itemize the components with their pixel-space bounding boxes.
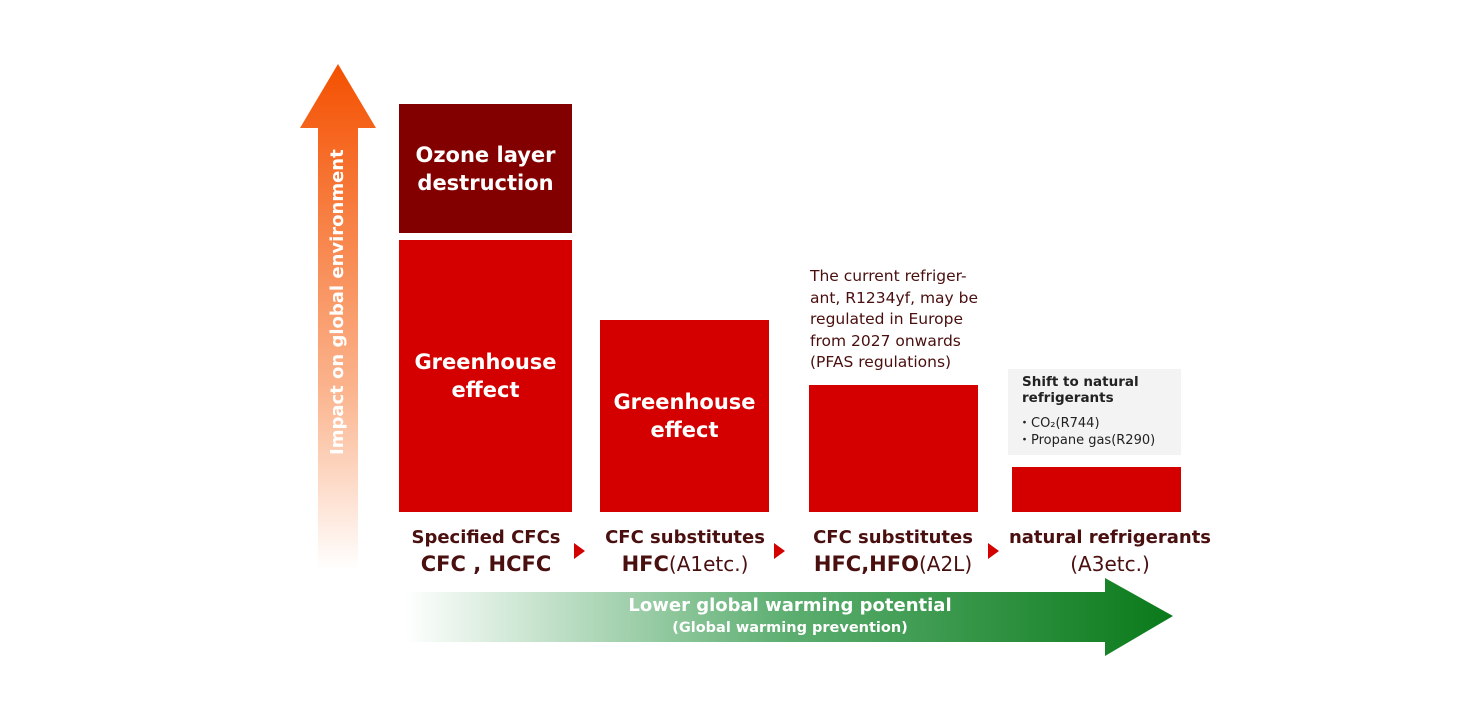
category-name-2: CFC substitutes [605, 527, 765, 548]
ozone-destruction-label: Ozone layer destruction [415, 142, 556, 195]
box-title: Shift to natural refrigerants [1022, 374, 1139, 406]
refrigerant-class-4: (A3etc.) [1070, 552, 1150, 576]
category-name-3: CFC substitutes [813, 527, 973, 548]
category-label-2: CFC substitutes HFC(A1etc.) [580, 526, 790, 578]
category-label-4: natural refrigerants (A3etc.) [995, 526, 1225, 578]
category-name-1: Specified CFCs [411, 527, 561, 548]
x-axis-arrow [405, 578, 1173, 656]
category-label-1: Specified CFCs CFC , HCFC [375, 526, 597, 578]
refrigerant-codes-2: HFC [621, 552, 669, 576]
natural-refrigerants-box: Shift to natural refrigerants ・CO₂(R744)… [1008, 369, 1181, 455]
hfo-bar [809, 385, 978, 512]
greenhouse-bar-2: Greenhouse effect [600, 320, 769, 512]
greenhouse-label-1: Greenhouse effect [414, 350, 557, 402]
refrigerant-codes-3: HFC,HFO [813, 552, 919, 576]
natural-refrigerant-bar [1012, 467, 1181, 512]
x-axis-label: Lower global warming potential [628, 595, 952, 616]
step-arrow-2 [774, 543, 785, 559]
x-axis-sublabel: (Global warming prevention) [672, 620, 908, 636]
category-label-3: CFC substitutes HFC,HFO(A2L) [788, 526, 998, 578]
refrigerant-codes-1: CFC , HCFC [420, 552, 552, 576]
step-arrow-1 [574, 543, 585, 559]
box-item-propane: ・Propane gas(R290) [1018, 433, 1156, 448]
y-axis-arrow [300, 64, 376, 570]
ozone-destruction-bar: Ozone layer destruction [399, 104, 572, 233]
category-name-4: natural refrigerants [1008, 527, 1212, 548]
greenhouse-label-2: Greenhouse effect [613, 390, 756, 442]
step-arrow-3 [988, 543, 999, 559]
box-item-co2: ・CO₂(R744) [1018, 416, 1100, 431]
greenhouse-bar-1: Greenhouse effect [399, 240, 572, 512]
y-axis-label: Impact on global environment [327, 149, 348, 455]
regulation-note: The current refriger- ant, R1234yf, may … [810, 267, 979, 371]
